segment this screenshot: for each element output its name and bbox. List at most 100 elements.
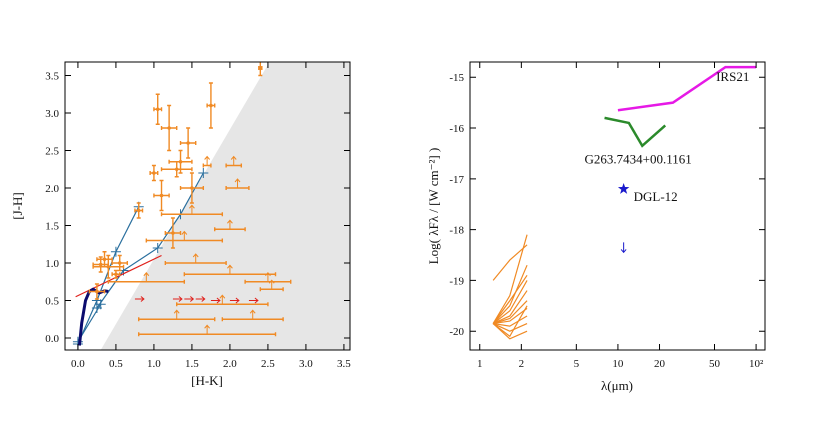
x-tick-label: 3.5 [337,358,351,370]
x-error-bar [225,163,243,168]
x-tick-label: 2 [519,358,525,370]
upper-limit-arrow [265,271,271,282]
x-tick-label: 50 [709,358,721,370]
upper-limit-arrow [230,155,237,166]
x-error-bar [160,212,224,217]
y-tick-label: 1.0 [45,258,59,270]
line [492,323,528,332]
x-error-bar [244,279,292,284]
point [102,257,107,262]
x-tick-label: 1.5 [185,358,199,370]
line [492,290,528,325]
point [95,289,99,294]
x-error-bar [183,272,277,277]
line [492,305,528,338]
line [492,280,528,325]
star-marker [617,182,630,194]
lower-limit-arrow [229,297,240,304]
plot-area [72,62,350,350]
point [114,272,118,277]
y-tick-label: 0.5 [45,296,59,308]
y-axis-label: [J-H] [10,192,25,219]
upper-limit-arrow [227,264,233,275]
line [492,234,528,324]
lower-limit-arrow [248,297,259,304]
line [617,65,757,112]
plot-frame [64,61,351,351]
upper-limit-arrow [620,242,627,254]
y-tick-label: -15 [449,72,464,84]
y-tick-label: 0.0 [45,333,59,345]
line [604,116,667,148]
y-tick-label: -19 [449,275,464,287]
plot-area [492,65,757,340]
point [178,159,183,164]
lower-limit-arrow [172,296,183,302]
x-tick-label: 0.0 [71,358,85,370]
y-tick-label: 3.5 [45,71,59,83]
plus-marker [95,299,106,310]
x-tick-label: 10² [749,358,764,370]
point [190,186,194,190]
shaded-region [100,62,350,350]
lower-limit-arrow [184,296,195,302]
point [171,231,175,235]
line [492,300,528,325]
upper-limit-arrow [181,230,188,241]
upper-limit-arrow [204,324,211,335]
plus-marker [110,246,121,257]
line [492,264,528,324]
y-tick-label: -20 [449,326,464,338]
x-tick-label: 20 [654,358,666,370]
upper-limit-arrow [268,279,275,290]
point [136,208,141,213]
lower-limit-arrow [195,296,206,302]
point [167,126,171,130]
x-error-bar [176,302,269,307]
upper-limit-arrow [192,253,199,263]
y-tick-label: 2.0 [45,183,59,195]
x-error-bar [138,317,216,322]
lower-limit-arrow [134,296,145,302]
upper-limit-arrow [249,309,256,320]
point [186,141,190,145]
point [258,66,263,70]
upper-limit-arrow [227,219,233,230]
y-tick-label: -17 [449,174,464,186]
upper-limit-arrow [219,294,226,305]
x-error-bar [107,279,186,284]
point [174,167,179,172]
series-label: G263.7434+00.1161 [585,151,692,166]
x-axis-label: λ(μm) [601,378,633,393]
line [492,323,528,340]
y-axis-label: Log( λFλ / [W cm⁻²] ) [426,148,441,265]
upper-limit-arrow [143,271,150,282]
x-error-bar [221,317,284,322]
upper-limit-arrow [234,178,241,188]
x-error-bar [202,163,212,168]
y-tick-label: 1.5 [45,221,59,233]
line [493,315,528,327]
x-error-bar [225,186,250,190]
plus-marker [198,168,209,178]
point [152,171,156,175]
lower-limit-arrow [210,297,221,304]
x-tick-label: 2.0 [223,358,237,370]
x-tick-label: 1.0 [147,358,161,370]
x-error-bar [164,261,227,265]
point [155,107,160,112]
y-tick-label: -18 [449,225,464,237]
x-error-bar [259,287,284,292]
plus-marker [152,243,163,253]
x-error-bar [138,332,277,337]
series-label: DGL-12 [634,189,678,204]
line [493,307,528,325]
line [77,206,140,345]
x-tick-label: 2.5 [261,358,275,370]
x-error-bar [145,238,224,243]
point [159,193,164,198]
x-tick-label: 5 [574,358,580,370]
y-tick-label: -16 [449,123,464,135]
x-tick-label: 0.5 [109,358,123,370]
